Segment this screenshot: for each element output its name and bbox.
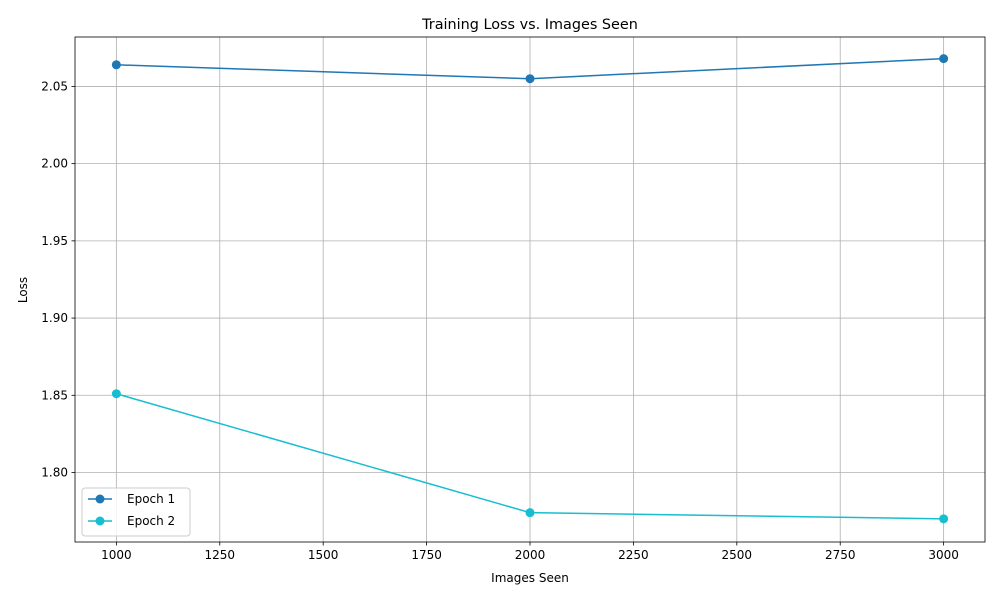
y-tick-label: 1.95	[41, 234, 68, 248]
chart-title: Training Loss vs. Images Seen	[421, 17, 638, 33]
legend-marker-epoch-2	[95, 516, 105, 526]
y-tick-label: 1.90	[41, 311, 68, 325]
data-point-epoch-2	[111, 389, 121, 399]
data-point-epoch-2	[939, 514, 949, 524]
y-axis-label: Loss	[16, 277, 30, 303]
legend-label-epoch-1: Epoch 1	[127, 492, 175, 506]
x-axis: 1000 1250 1500 1750 2000 2250 2500 2750 3000	[101, 542, 959, 562]
x-tick-label: 1000	[101, 548, 132, 562]
data-point-epoch-1	[525, 74, 535, 84]
legend-marker-epoch-1	[95, 494, 105, 504]
legend-box	[81, 487, 191, 537]
data-point-epoch-1	[111, 60, 121, 70]
data-point-epoch-2	[525, 508, 535, 518]
x-tick-label: 2500	[722, 548, 753, 562]
x-tick-label: 2250	[618, 548, 649, 562]
y-tick-label: 2.00	[41, 157, 68, 171]
data-point-epoch-1	[939, 54, 949, 64]
x-tick-label: 2750	[825, 548, 856, 562]
x-tick-label: 1750	[411, 548, 442, 562]
legend: Epoch 1 Epoch 2	[81, 487, 191, 537]
x-tick-label: 2000	[515, 548, 546, 562]
x-axis-label: Images Seen	[491, 571, 569, 585]
y-tick-label: 1.80	[41, 466, 68, 480]
x-tick-label: 1500	[308, 548, 339, 562]
y-tick-label: 1.85	[41, 388, 68, 402]
x-tick-label: 1250	[204, 548, 235, 562]
grid	[75, 37, 985, 542]
y-axis: 1.80 1.85 1.90 1.95 2.00 2.05	[41, 79, 75, 480]
y-tick-label: 2.05	[41, 79, 68, 93]
legend-label-epoch-2: Epoch 2	[127, 514, 175, 528]
series-layer	[111, 54, 949, 524]
x-tick-label: 3000	[928, 548, 959, 562]
